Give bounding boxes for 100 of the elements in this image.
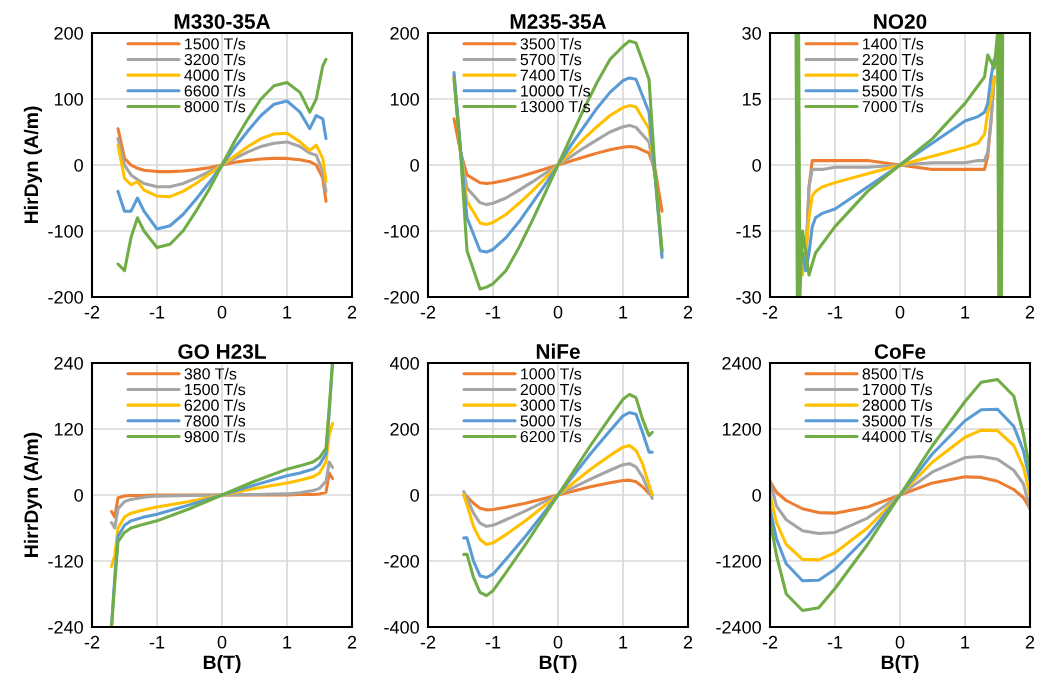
x-tick-label: -1 (485, 636, 501, 649)
x-axis-title: B(T) (539, 654, 577, 674)
x-tick-label: -2 (84, 305, 100, 319)
x-tick-label: -1 (149, 306, 165, 319)
legend-label: 9800 T/s (184, 430, 246, 443)
legend-label: 3000 T/s (520, 399, 582, 411)
y-tick-label: 100 (390, 92, 419, 106)
x-tick-label: 0 (217, 305, 227, 319)
x-tick-label: 1 (283, 306, 292, 319)
legend-label: 7400 T/s (520, 69, 582, 81)
chart-title: NO20 (874, 14, 927, 29)
legend-label: 7000 T/s (862, 100, 924, 113)
y-tick-label: -1200 (716, 554, 761, 568)
x-tick-label: -2 (762, 635, 778, 649)
y-tick-label: 200 (390, 422, 419, 436)
x-tick-label: -1 (827, 306, 843, 319)
legend-label: 1400 T/s (863, 37, 924, 50)
y-tick-label: -200 (48, 290, 83, 304)
y-tick-label: 0 (410, 158, 419, 172)
x-tick-label: 2 (1025, 305, 1035, 319)
x-tick-label: -2 (84, 635, 100, 649)
x-tick-label: 0 (553, 305, 563, 319)
y-tick-label: -200 (384, 554, 419, 568)
legend-label: 5700 T/s (520, 53, 582, 66)
legend-label: 6600 T/s (184, 84, 246, 97)
x-tick-label: 1 (619, 306, 628, 319)
y-tick-label: 30 (742, 26, 761, 40)
chart-title: M330-35A (174, 14, 271, 29)
chart-title: GO H23L (178, 344, 266, 359)
legend-label: 17000 T/s (863, 383, 933, 396)
x-tick-label: -1 (827, 636, 843, 649)
legend-label: 2200 T/s (862, 53, 924, 66)
y-tick-label: 0 (74, 158, 83, 172)
chart-title: M235-35A (510, 14, 607, 29)
y-tick-label: -120 (48, 554, 83, 568)
x-tick-label: 2 (683, 305, 693, 319)
legend-label: 1500 T/s (185, 37, 246, 50)
x-tick-label: 2 (1025, 635, 1035, 649)
x-tick-label: 0 (895, 635, 905, 649)
legend-label: 3400 T/s (862, 69, 924, 81)
x-tick-label: 1 (961, 636, 970, 649)
y-tick-label: 0 (752, 488, 761, 502)
chart-title: CoFe (874, 344, 926, 359)
y-tick-label: 15 (742, 93, 761, 106)
legend-label: 7800 T/s (184, 414, 246, 427)
legend-label: 8500 T/s (862, 367, 924, 380)
y-tick-label: 240 (54, 356, 83, 370)
y-tick-label: -15 (736, 225, 761, 238)
y-tick-label: -30 (736, 290, 761, 304)
x-tick-label: 2 (347, 305, 357, 319)
legend-label: 8000 T/s (184, 100, 246, 113)
legend-label: 35000 T/s (862, 414, 933, 427)
y-tick-label: -2400 (716, 620, 761, 634)
y-tick-label: 120 (54, 422, 83, 436)
y-tick-label: -240 (48, 620, 83, 634)
y-axis-title: HirDyn (A/m) (23, 106, 42, 224)
legend-label: 4000 T/s (184, 69, 246, 81)
x-tick-label: 2 (347, 635, 357, 649)
legend-label: 3200 T/s (184, 53, 246, 66)
y-tick-label: 1200 (722, 422, 761, 436)
y-tick-label: 400 (389, 356, 419, 370)
x-tick-label: 1 (283, 636, 292, 649)
x-tick-label: -1 (485, 306, 501, 319)
x-tick-label: 0 (553, 635, 563, 649)
y-tick-label: 0 (410, 488, 419, 502)
y-tick-label: 0 (752, 158, 761, 172)
y-tick-label: 100 (54, 92, 83, 106)
y-tick-label: -100 (384, 224, 419, 238)
x-tick-label: -2 (420, 305, 436, 319)
y-tick-label: 2400 (722, 356, 761, 370)
y-axis-title: HirrDyn (A/m) (23, 432, 42, 557)
x-tick-label: -2 (420, 635, 436, 649)
y-tick-label: 200 (390, 26, 419, 40)
legend-label: 28000 T/s (862, 399, 933, 411)
legend-label: 1500 T/s (185, 383, 246, 396)
legend-label: 3500 T/s (520, 37, 582, 50)
legend-label: 44000 T/s (862, 430, 933, 443)
legend-label: 10000 T/s (521, 84, 591, 97)
legend-label: 6200 T/s (184, 399, 246, 411)
x-tick-label: 0 (895, 305, 905, 319)
y-tick-label: -400 (384, 620, 419, 634)
legend-label: 380 T/s (184, 367, 237, 380)
x-tick-label: 1 (961, 306, 970, 319)
x-tick-label: 0 (217, 635, 227, 649)
x-tick-label: 2 (683, 635, 693, 649)
legend-label: 2000 T/s (520, 383, 582, 396)
legend-label: 1000 T/s (521, 367, 582, 380)
x-axis-title: B(T) (881, 654, 919, 674)
y-tick-label: 0 (74, 488, 83, 502)
x-tick-label: -2 (762, 305, 778, 319)
x-tick-label: -1 (149, 636, 165, 649)
x-tick-label: 1 (619, 636, 628, 649)
legend-label: 6200 T/s (520, 430, 582, 443)
x-axis-title: B(T) (203, 654, 241, 674)
chart-title: NiFe (536, 343, 580, 359)
y-tick-label: -100 (48, 224, 83, 238)
y-tick-label: 200 (54, 26, 83, 40)
y-tick-label: -200 (384, 290, 419, 304)
legend-label: 5500 T/s (862, 84, 924, 97)
legend-label: 5000 T/s (520, 414, 582, 427)
